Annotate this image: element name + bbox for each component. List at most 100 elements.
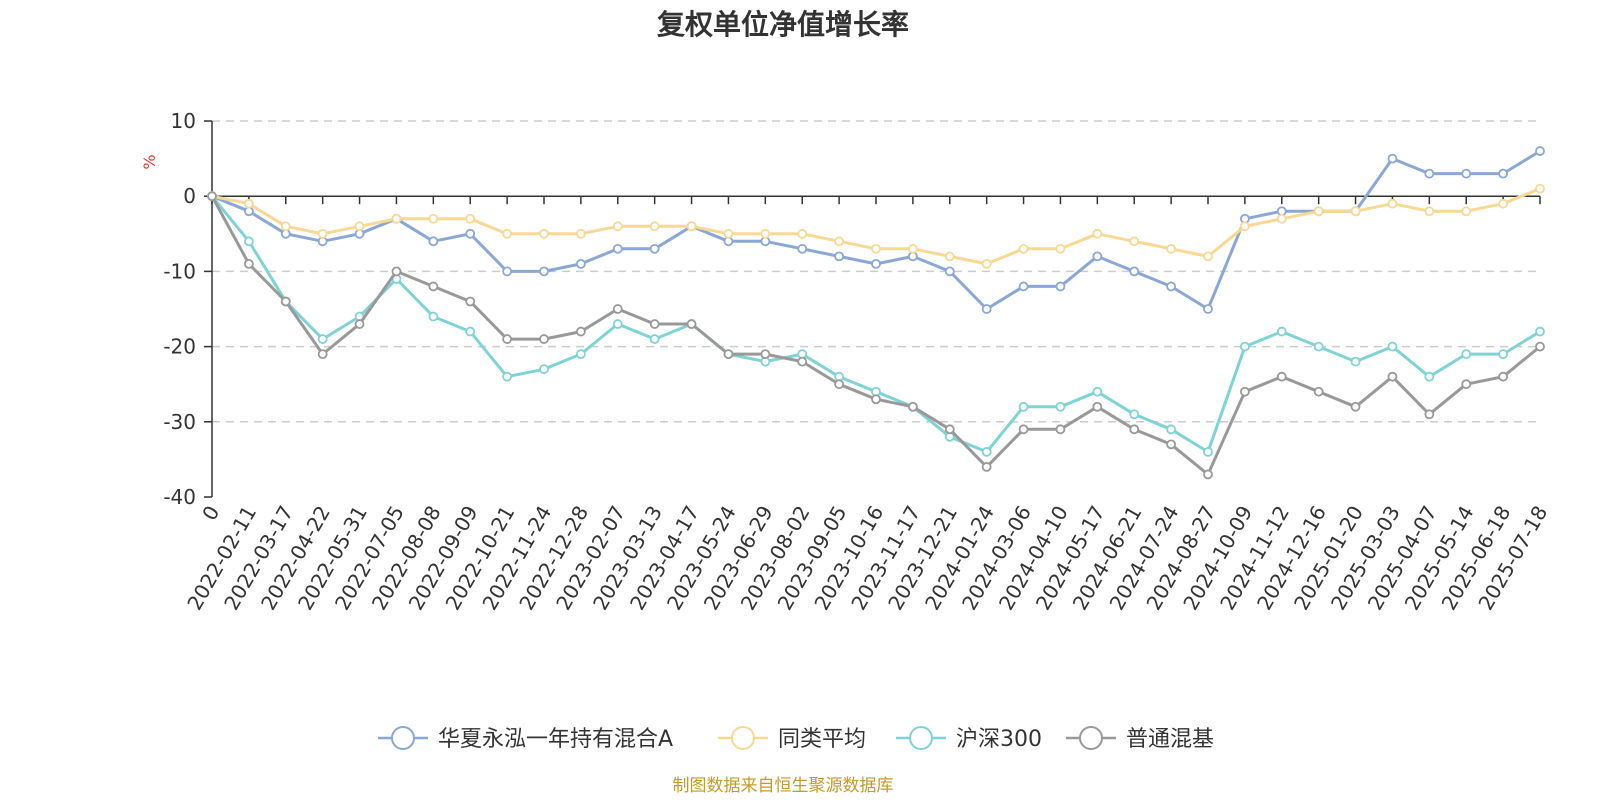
y-tick-label: -30 [163, 410, 196, 434]
series-line [211, 149, 1541, 311]
data-point [1166, 243, 1177, 254]
data-point [797, 243, 808, 254]
data-point [1498, 168, 1509, 179]
data-point [944, 251, 955, 262]
data-point [649, 243, 660, 254]
data-point [575, 326, 586, 337]
data-point [907, 401, 918, 412]
series-line [210, 195, 1541, 476]
data-point [1203, 251, 1213, 262]
data-point [1461, 168, 1472, 179]
data-point [1461, 379, 1472, 390]
y-tick-label: 10 [171, 109, 196, 133]
data-point [1424, 371, 1435, 382]
data-point [1535, 326, 1545, 337]
data-point [1018, 243, 1029, 254]
data-point [1387, 153, 1398, 164]
data-point [1055, 243, 1066, 254]
data-point [981, 462, 992, 472]
data-point [686, 221, 697, 232]
data-point [391, 266, 402, 277]
legend-label: 同类平均 [778, 727, 866, 752]
data-point [207, 191, 217, 202]
series-layer [207, 146, 1545, 480]
data-point [1129, 409, 1140, 420]
legend-marker [909, 726, 933, 750]
data-point [428, 281, 439, 292]
data-point [243, 236, 254, 247]
legend-label: 华夏永泓一年持有混合A [438, 727, 673, 752]
grid [212, 120, 1540, 423]
data-point [1092, 251, 1103, 262]
data-point [834, 251, 845, 262]
data-point [243, 198, 254, 209]
data-point [1166, 424, 1177, 435]
y-tick-label: 0 [183, 184, 196, 208]
data-point [649, 221, 660, 232]
data-point [1129, 266, 1140, 277]
data-point [1239, 341, 1250, 352]
y-tick-label: -40 [163, 485, 196, 509]
data-point [1313, 341, 1324, 352]
y-axis-label: % [140, 154, 159, 169]
legend-item[interactable]: 沪深300 [896, 726, 1042, 752]
data-point [612, 243, 623, 254]
data-point [649, 319, 660, 329]
data-point [317, 228, 328, 239]
data-point [539, 266, 549, 277]
data-point [575, 258, 586, 269]
legend[interactable]: 华夏永泓一年持有混合A 同类平均 沪深300 普通混基 [378, 726, 1214, 752]
data-point [1129, 424, 1140, 435]
data-point [539, 228, 549, 239]
data-point [428, 311, 439, 322]
series-line [210, 195, 1541, 454]
data-point [1350, 206, 1361, 217]
legend-item[interactable]: 普通混基 [1066, 726, 1214, 752]
data-point [649, 334, 660, 344]
data-point [317, 349, 328, 360]
data-point [1424, 409, 1435, 420]
data-point [834, 236, 845, 247]
data-point [1166, 439, 1177, 450]
data-point [1387, 371, 1398, 382]
data-point [1018, 281, 1029, 292]
legend-marker [391, 726, 415, 750]
series-3 [207, 191, 1545, 480]
data-point [686, 319, 697, 329]
data-point [723, 228, 734, 239]
data-point [1350, 401, 1361, 412]
series-0 [207, 146, 1545, 314]
axes: 100-10-20-30-4002022-02-112022-03-172022… [163, 109, 1552, 614]
legend-item[interactable]: 同类平均 [718, 726, 866, 752]
legend-item[interactable]: 华夏永泓一年持有混合A [378, 726, 673, 752]
x-tick-label: 0 [197, 502, 224, 525]
data-point [575, 349, 586, 360]
data-point [1461, 206, 1472, 217]
data-point [1313, 206, 1324, 217]
data-point [612, 221, 623, 232]
data-point [502, 228, 513, 239]
source-note: 制图数据来自恒生聚源数据库 [673, 776, 894, 796]
data-point [1203, 469, 1213, 480]
data-point [1055, 281, 1066, 292]
y-tick-label: -20 [163, 335, 196, 359]
data-point [391, 213, 402, 224]
data-point [981, 258, 992, 269]
data-point [1313, 386, 1324, 397]
legend-marker [731, 726, 755, 750]
data-point [944, 424, 955, 435]
data-point [428, 236, 439, 247]
data-point [944, 266, 955, 277]
data-point [797, 228, 808, 239]
data-point [1239, 386, 1250, 397]
data-point [1129, 236, 1140, 247]
data-point [502, 334, 513, 344]
data-point [1535, 341, 1545, 352]
legend-marker [1079, 726, 1103, 750]
data-point [1350, 356, 1361, 367]
data-point [1276, 371, 1287, 382]
data-point [871, 258, 881, 269]
data-point [1461, 349, 1472, 360]
chart-title: 复权单位净值增长率 [657, 8, 909, 41]
